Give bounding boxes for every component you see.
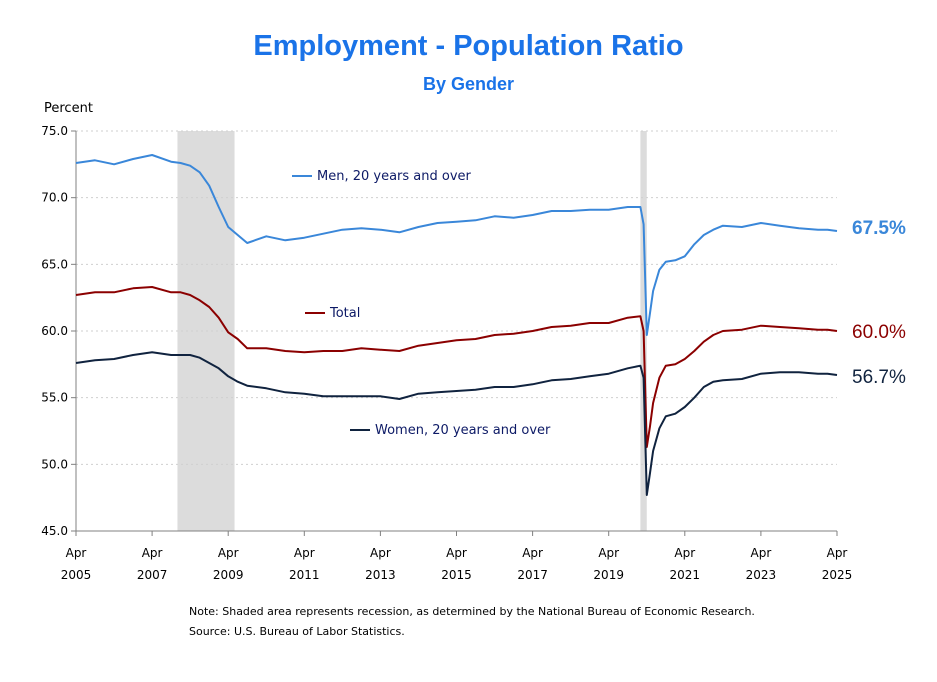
legend-label-total: Total: [329, 306, 360, 321]
x-tick-month-label: Apr: [751, 546, 772, 560]
legend-label-women: Women, 20 years and over: [375, 423, 551, 438]
chart-title: Employment - Population Ratio: [253, 30, 684, 62]
x-tick-month-label: Apr: [294, 546, 315, 560]
recession-note: Note: Shaded area represents recession, …: [189, 605, 755, 618]
x-tick-month-label: Apr: [522, 546, 543, 560]
x-tick-year-label: 2013: [365, 568, 396, 582]
y-tick-label: 75.0: [41, 124, 68, 138]
x-tick-month-label: Apr: [218, 546, 239, 560]
x-tick-year-label: 2023: [746, 568, 777, 582]
x-tick-year-label: 2025: [822, 568, 853, 582]
chart-subtitle: By Gender: [422, 74, 515, 94]
x-tick-month-label: Apr: [674, 546, 695, 560]
series-line-men: [75, 154, 838, 336]
end-value-label-women: 56.7%: [852, 367, 906, 388]
x-tick-year-label: 2015: [441, 568, 472, 582]
x-tick-year-label: 2007: [137, 568, 168, 582]
y-tick-label: 45.0: [41, 524, 68, 538]
series-line-total: [75, 286, 838, 448]
x-tick-month-label: Apr: [598, 546, 619, 560]
end-value-label-men: 67.5%: [852, 218, 906, 239]
source-note: Source: U.S. Bureau of Labor Statistics.: [189, 625, 405, 638]
x-tick-year-label: 2011: [289, 568, 320, 582]
y-tick-label: 60.0: [41, 324, 68, 338]
y-tick-label: 55.0: [41, 391, 68, 405]
x-tick-year-label: 2017: [517, 568, 548, 582]
x-tick-month-label: Apr: [142, 546, 163, 560]
x-tick-month-label: Apr: [370, 546, 391, 560]
x-tick-year-label: 2021: [670, 568, 701, 582]
series-line-women: [75, 351, 838, 496]
x-tick-month-label: Apr: [827, 546, 848, 560]
legend-label-men: Men, 20 years and over: [317, 169, 472, 184]
x-tick-year-label: 2019: [593, 568, 624, 582]
y-tick-label: 50.0: [41, 457, 68, 471]
x-tick-year-label: 2005: [61, 568, 92, 582]
x-tick-month-label: Apr: [66, 546, 87, 560]
y-axis-label: Percent: [44, 101, 93, 116]
x-tick-year-label: 2009: [213, 568, 244, 582]
end-value-label-total: 60.0%: [852, 322, 906, 343]
y-tick-label: 70.0: [41, 191, 68, 205]
x-tick-month-label: Apr: [446, 546, 467, 560]
y-tick-label: 65.0: [41, 257, 68, 271]
